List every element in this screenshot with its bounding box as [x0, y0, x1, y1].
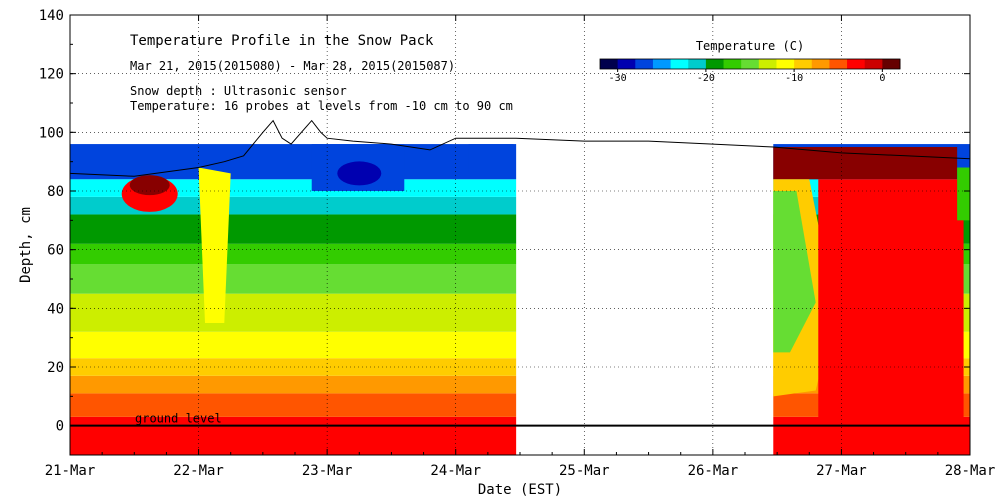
x-axis-label: Date (EST): [478, 482, 562, 498]
yellow-wedge: [198, 167, 231, 323]
colorbar-swatch: [811, 59, 830, 69]
colorbar-swatch: [670, 59, 689, 69]
x-tick-label: 24-Mar: [430, 463, 481, 479]
heatmap-band: [70, 393, 517, 417]
colorbar: -30 -20 -10 0: [599, 58, 901, 84]
x-tick-label: 23-Mar: [302, 463, 353, 479]
y-tick-label: 60: [47, 243, 64, 259]
x-tick-label: 22-Mar: [173, 463, 224, 479]
colorbar-swatch: [847, 59, 866, 69]
colorbar-swatch: [794, 59, 813, 69]
x-tick-label: 26-Mar: [688, 463, 739, 479]
chart-subtitle: Mar 21, 2015(2015080) - Mar 28, 2015(201…: [130, 59, 455, 73]
cold-center: [337, 161, 382, 186]
colorbar-swatch: [864, 59, 883, 69]
colorbar-swatch: [829, 59, 848, 69]
heatmap-band: [70, 196, 517, 215]
colorbar-swatch: [600, 59, 619, 69]
colorbar-swatch: [652, 59, 672, 69]
heatmap-features: [121, 144, 970, 455]
heatmap-band: [70, 416, 517, 455]
colorbar-swatch: [723, 59, 742, 69]
y-tick-label: 80: [47, 184, 64, 200]
heatmap-band: [70, 358, 517, 376]
edge-green: [957, 167, 970, 221]
y-tick-label: 120: [39, 67, 64, 83]
colorbar-swatch: [617, 59, 636, 69]
heatmap-band: [70, 243, 517, 265]
colorbar-title: Temperature (C): [696, 39, 804, 53]
cold-strip: [468, 144, 514, 174]
y-tick-label: 100: [39, 125, 64, 141]
heatmap-band: [70, 293, 517, 332]
grid-lines: [70, 14, 970, 455]
heatmap-band: [70, 264, 517, 294]
x-tick-label: 28-Mar: [945, 463, 996, 479]
colorbar-tick-label: -30: [609, 73, 627, 84]
colorbar-tick-label: -20: [697, 73, 715, 84]
colorbar-frame: [599, 58, 901, 70]
colorbar-tick-label: 0: [879, 73, 885, 84]
colorbar-swatch: [741, 59, 760, 69]
warm-region: [818, 179, 964, 455]
heatmap-band: [70, 375, 517, 394]
snow-depth-line: [69, 119, 971, 177]
surface-warm: [773, 147, 958, 180]
x-tick-label: 25-Mar: [559, 463, 610, 479]
heatmap-band: [70, 144, 517, 180]
colorbar-swatch: [705, 59, 725, 69]
heatmap-band: [70, 179, 517, 197]
heatmap-band: [70, 214, 517, 244]
temperature-note: Temperature: 16 probes at levels from -1…: [130, 99, 513, 113]
y-tick-label: 40: [47, 301, 64, 317]
colorbar-swatch: [635, 59, 654, 69]
heatmap-band: [70, 331, 517, 359]
colorbar-swatch: [882, 59, 901, 69]
y-tick-label: 0: [56, 419, 64, 435]
y-tick-label: 20: [47, 360, 64, 376]
axis-ticks: 21-Mar 22-Mar 23-Mar 24-Mar 25-Mar 26-Mar 27-M…: [39, 8, 996, 479]
x-tick-label: 27-Mar: [816, 463, 867, 479]
colorbar-tick-label: -10: [785, 73, 803, 84]
ground-level-label: ground level: [135, 412, 222, 426]
y-tick-label: 140: [39, 8, 64, 24]
warm-core: [129, 175, 170, 196]
snow-depth-note: Snow depth : Ultrasonic sensor: [130, 84, 347, 98]
transition-green: [773, 191, 816, 353]
colorbar-swatch: [776, 59, 795, 69]
y-axis-label: Depth, cm: [18, 207, 34, 283]
colorbar-swatch: [758, 59, 777, 69]
colorbar-swatch: [688, 59, 707, 69]
x-tick-label: 21-Mar: [45, 463, 96, 479]
chart-title: Temperature Profile in the Snow Pack: [130, 33, 434, 49]
